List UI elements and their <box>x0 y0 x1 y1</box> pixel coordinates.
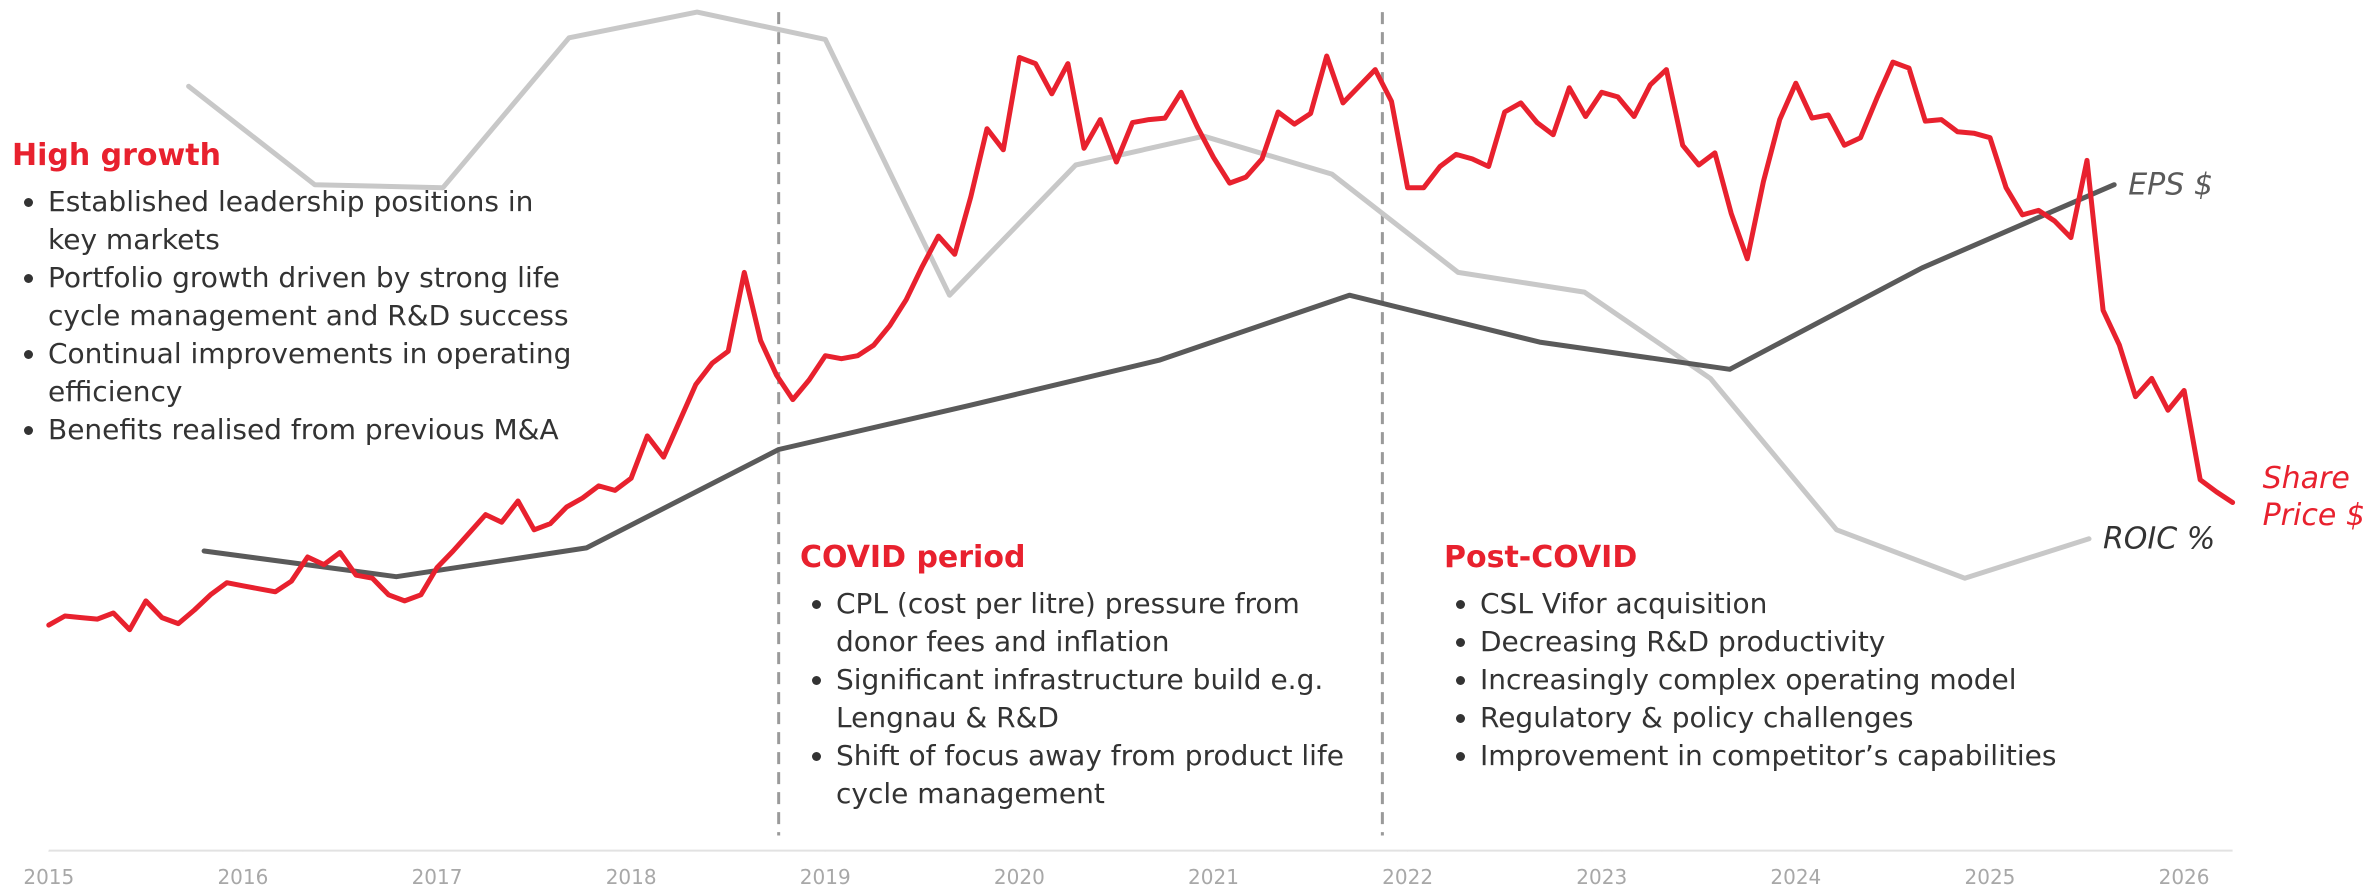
annotation-item: Established leadership positions in key … <box>48 183 572 259</box>
annotation-item: Significant infrastructure build e.g. Le… <box>836 661 1380 737</box>
annotation-item: Improvement in competitor’s capabilities <box>1480 737 2204 775</box>
annotation: COVID period CPL (cost per litre) pressur… <box>800 540 1380 813</box>
annotation-list: CPL (cost per litre) pressure from donor… <box>800 585 1380 813</box>
line-label: ROIC % <box>2102 521 2216 557</box>
annotation-item: Decreasing R&D productivity <box>1480 623 2204 661</box>
annotation: High growth Established leadership positi… <box>12 138 572 449</box>
x-tick-label: 2021 <box>1188 865 1239 889</box>
annotation-item: Regulatory & policy challenges <box>1480 699 2204 737</box>
annotation-item: Continual improvements in operating effi… <box>48 335 572 411</box>
annotation-item: Portfolio growth driven by strong life c… <box>48 259 572 335</box>
line-label: Share Price $ <box>2262 460 2365 533</box>
line-series <box>46 53 2236 633</box>
annotation-list: Established leadership positions in key … <box>12 183 572 449</box>
x-tick-label: 2022 <box>1382 865 1433 889</box>
annotation-list: CSL Vifor acquisitionDecreasing R&D prod… <box>1444 585 2204 775</box>
annotation-title: High growth <box>12 138 221 173</box>
line-series <box>186 9 2092 581</box>
annotation-item: CSL Vifor acquisition <box>1480 585 2204 623</box>
x-tick-label: 2026 <box>2159 865 2210 889</box>
line-series <box>201 182 2117 580</box>
x-tick-label: 2015 <box>23 865 74 889</box>
annotation-item: CPL (cost per litre) pressure from donor… <box>836 585 1380 661</box>
annotation-title: Post-COVID <box>1444 540 1638 575</box>
x-tick-label: 2020 <box>994 865 1045 889</box>
annotation-item: Increasingly complex operating model <box>1480 661 2204 699</box>
x-tick-label: 2016 <box>217 865 268 889</box>
x-tick-label: 2023 <box>1576 865 1627 889</box>
x-tick-label: 2025 <box>1965 865 2016 889</box>
annotation-title: COVID period <box>800 540 1026 575</box>
annotation-item: Shift of focus away from product life cy… <box>836 737 1380 813</box>
x-tick-label: 2018 <box>606 865 657 889</box>
x-tick-label: 2024 <box>1770 865 1821 889</box>
x-tick-label: 2017 <box>412 865 463 889</box>
annotation-item: Benefits realised from previous M&A <box>48 411 572 449</box>
line-label: EPS $ <box>2128 167 2213 203</box>
annotation: Post-COVID CSL Vifor acquisitionDecreasin… <box>1444 540 2204 775</box>
x-tick-label: 2019 <box>800 865 851 889</box>
